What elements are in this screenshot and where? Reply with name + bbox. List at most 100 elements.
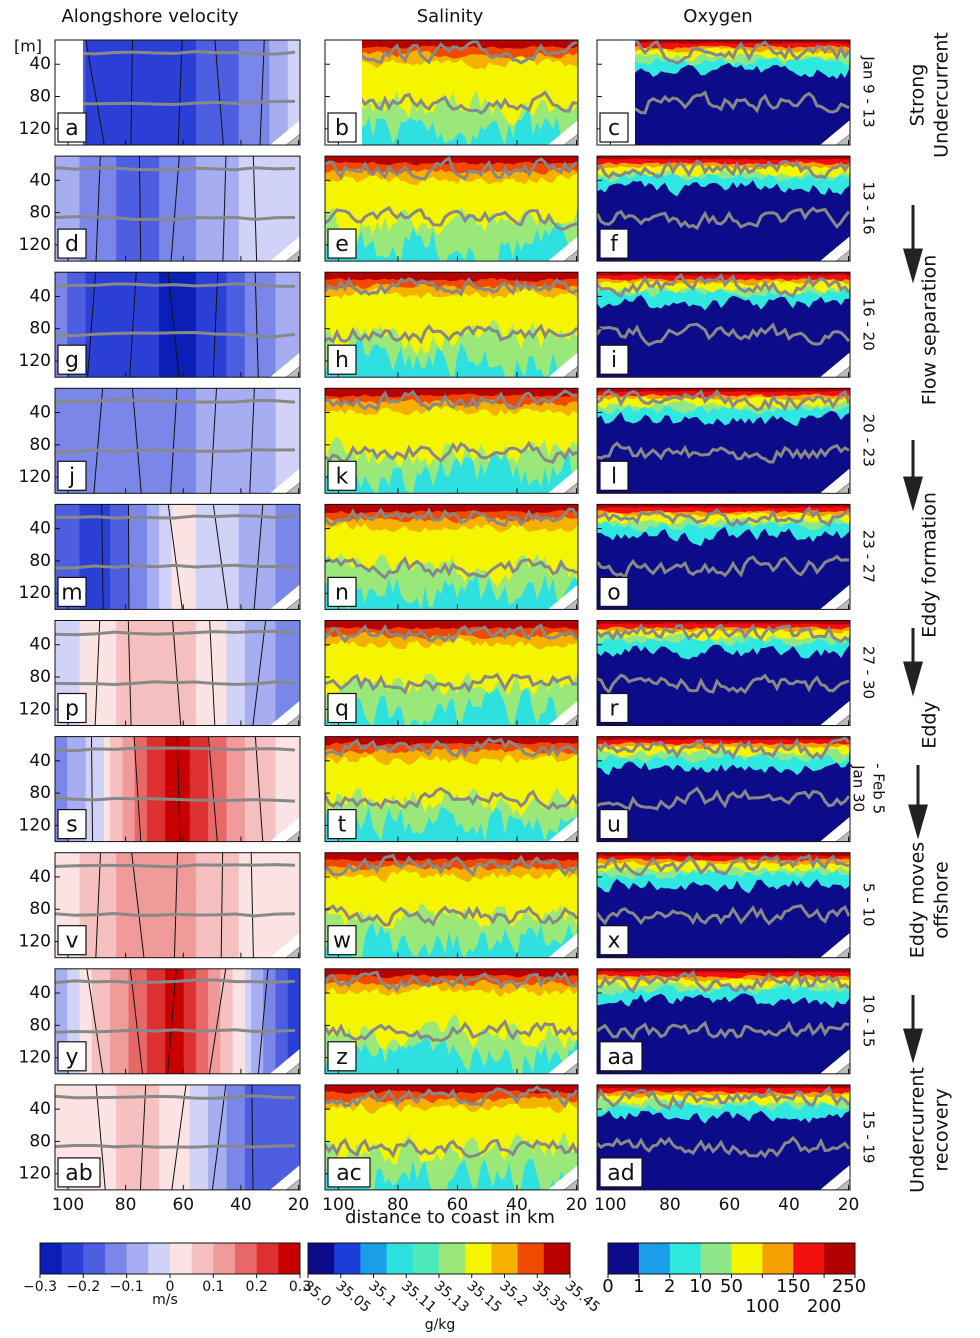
velocity-field xyxy=(140,1084,148,1190)
colorbar-segment xyxy=(517,1243,545,1274)
panel-frame xyxy=(324,620,579,726)
velocity-field xyxy=(232,620,240,726)
bathymetry xyxy=(270,1048,300,1074)
phase-label: recovery xyxy=(931,1088,953,1171)
arrow xyxy=(903,995,923,1064)
velocity-field xyxy=(177,156,185,262)
panel-field xyxy=(325,272,578,378)
velocity-field xyxy=(134,272,142,378)
colorbar-tick-label: 35.0 xyxy=(300,1278,334,1310)
velocity-field xyxy=(116,852,123,958)
y-tick-label: 120 xyxy=(19,467,51,487)
panel-letter: t xyxy=(338,813,347,838)
panel-field xyxy=(597,272,850,378)
isoline xyxy=(55,911,296,918)
velocity-field xyxy=(153,968,160,1074)
velocity-field xyxy=(183,1084,191,1190)
velocity-field xyxy=(165,852,172,958)
panel-letter: p xyxy=(65,697,79,722)
bathymetry xyxy=(548,1164,578,1190)
bathymetry xyxy=(270,816,300,842)
panel-frame xyxy=(596,852,851,959)
x-tick-label: 100 xyxy=(322,1195,354,1215)
isoline xyxy=(55,398,296,404)
velocity-field xyxy=(195,1084,203,1190)
column-title: Oxygen xyxy=(683,6,752,27)
colorbar-segment xyxy=(412,1243,440,1274)
isoline xyxy=(597,1085,850,1111)
isoline xyxy=(597,273,850,298)
velocity-field xyxy=(171,388,179,494)
velocity-field xyxy=(116,272,123,378)
contour xyxy=(127,620,132,726)
velocity-field xyxy=(226,736,234,842)
colorbar-segment xyxy=(439,1243,466,1274)
contour xyxy=(93,388,104,494)
isoline xyxy=(325,88,578,115)
velocity-field xyxy=(251,156,258,262)
panel-field xyxy=(55,620,300,726)
contour xyxy=(90,736,94,842)
y-tick-label: 80 xyxy=(29,203,51,223)
velocity-field xyxy=(232,156,240,262)
colorbar-segment xyxy=(491,1243,519,1274)
velocity-field xyxy=(293,388,300,494)
panel-letter: n xyxy=(335,580,349,605)
contour xyxy=(129,968,143,1074)
velocity-field xyxy=(287,388,295,494)
velocity-field xyxy=(79,272,87,378)
salinity-layer xyxy=(325,620,578,630)
panel-field xyxy=(597,40,850,145)
velocity-field xyxy=(67,388,74,494)
letter-box xyxy=(57,460,87,491)
x-tick-label: 20 xyxy=(838,1195,860,1215)
velocity-field xyxy=(251,272,258,378)
velocity-field xyxy=(208,1084,215,1190)
colorbar-tick-label: 0 xyxy=(166,1279,175,1295)
velocity-field xyxy=(171,968,179,1074)
colorbar-segment xyxy=(126,1243,149,1274)
isoline xyxy=(55,863,296,869)
date-label: 20 - 23 xyxy=(860,414,878,467)
velocity-field xyxy=(293,852,300,958)
velocity-field xyxy=(287,1084,295,1190)
velocity-field xyxy=(195,156,203,262)
velocity-field xyxy=(165,40,172,145)
colorbar-tick-label: −0.1 xyxy=(110,1279,144,1295)
velocity-field xyxy=(91,852,99,958)
velocity-field xyxy=(244,620,252,726)
velocity-field xyxy=(183,156,191,262)
velocity-field xyxy=(232,388,240,494)
velocity-field xyxy=(232,504,240,610)
velocity-field xyxy=(128,504,136,610)
velocity-field xyxy=(128,388,136,494)
letter-box xyxy=(599,692,629,724)
velocity-field xyxy=(257,40,264,145)
isoline xyxy=(325,737,578,759)
letter-box xyxy=(327,576,357,608)
panel-field xyxy=(55,504,300,610)
velocity-field xyxy=(104,156,111,262)
panel-frame xyxy=(324,387,579,494)
oxygen-layer xyxy=(597,852,850,857)
panel-frame xyxy=(596,620,851,726)
velocity-field xyxy=(177,388,185,494)
velocity-field xyxy=(244,272,252,378)
velocity-field xyxy=(269,736,277,842)
velocity-field xyxy=(287,40,295,145)
bathymetry xyxy=(270,352,300,378)
panel-field xyxy=(55,1084,300,1190)
velocity-field xyxy=(55,156,62,262)
velocity-field xyxy=(97,272,105,378)
contour xyxy=(212,504,229,610)
velocity-field xyxy=(177,968,185,1074)
column-title: Salinity xyxy=(417,6,484,27)
velocity-field xyxy=(220,40,228,145)
velocity-field xyxy=(146,40,154,145)
velocity-field xyxy=(55,852,62,958)
panel-letter: a xyxy=(65,116,78,141)
velocity-field xyxy=(257,156,264,262)
y-tick-label: 120 xyxy=(19,815,51,835)
contour xyxy=(172,620,182,726)
velocity-field xyxy=(281,504,289,610)
